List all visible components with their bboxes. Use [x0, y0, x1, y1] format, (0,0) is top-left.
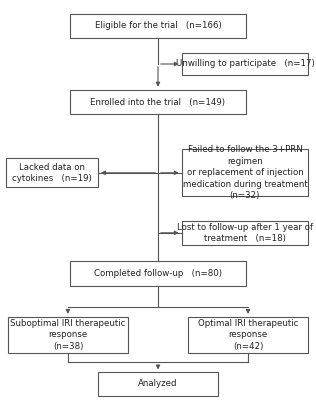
Text: Analyzed: Analyzed [138, 380, 178, 388]
FancyBboxPatch shape [182, 53, 308, 75]
Text: Failed to follow the 3+PRN
regimen
or replacement of injection
medication during: Failed to follow the 3+PRN regimen or re… [183, 146, 307, 200]
FancyBboxPatch shape [98, 372, 218, 396]
FancyBboxPatch shape [70, 261, 246, 286]
Text: Eligible for the trial   (n=166): Eligible for the trial (n=166) [94, 22, 222, 30]
FancyBboxPatch shape [182, 149, 308, 196]
FancyBboxPatch shape [188, 317, 308, 353]
Text: Optimal IRI therapeutic
response
(n=42): Optimal IRI therapeutic response (n=42) [198, 319, 298, 351]
Text: Completed follow-up   (n=80): Completed follow-up (n=80) [94, 269, 222, 278]
Text: Lacked data on
cytokines   (n=19): Lacked data on cytokines (n=19) [12, 162, 92, 183]
FancyBboxPatch shape [70, 14, 246, 38]
Text: Unwilling to participate   (n=17): Unwilling to participate (n=17) [175, 60, 314, 68]
FancyBboxPatch shape [70, 90, 246, 114]
FancyBboxPatch shape [182, 221, 308, 245]
FancyBboxPatch shape [8, 317, 128, 353]
Text: Lost to follow-up after 1 year of
treatment   (n=18): Lost to follow-up after 1 year of treatm… [177, 222, 313, 243]
Text: Enrolled into the trial   (n=149): Enrolled into the trial (n=149) [90, 98, 226, 106]
FancyBboxPatch shape [6, 158, 98, 187]
Text: Suboptimal IRI therapeutic
response
(n=38): Suboptimal IRI therapeutic response (n=3… [10, 319, 126, 351]
